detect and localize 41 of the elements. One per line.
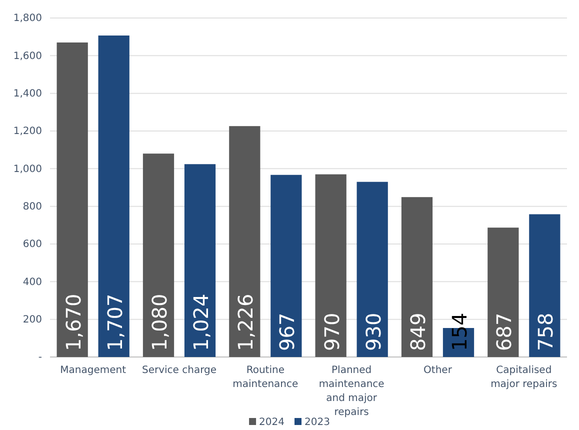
x-tick-label: Service charge [142,365,217,376]
x-tick-label: Capitalised major repairs [490,365,558,390]
y-tick-label: 1,400 [13,88,42,100]
legend-label: 2024 [259,417,284,428]
data-label: 849 [406,312,430,351]
data-label: 970 [320,312,344,351]
x-tick-label: Other [424,365,453,376]
bar [488,228,519,357]
bar [142,154,174,357]
y-tick-label: 1,200 [13,126,42,138]
y-tick-label: 1,800 [13,13,42,24]
y-tick-label: 1,600 [13,50,42,62]
y-tick-label: - [38,352,42,364]
data-label: 758 [534,312,558,351]
x-tick-label: Planned maintenance and major repairs [318,365,384,418]
bar [184,164,216,357]
data-label: 967 [275,312,300,351]
data-label: 154 [448,312,472,351]
bar [529,214,560,357]
y-tick-label: 200 [22,314,42,326]
y-tick-label: 600 [22,239,42,250]
bar [229,126,260,357]
data-label: 1,024 [189,294,213,351]
bar [315,174,346,357]
data-label: 1,707 [102,294,127,351]
y-tick-label: 1,000 [13,164,42,175]
bar [270,174,302,357]
data-label: 930 [361,312,386,351]
bar [356,182,388,357]
data-label: 1,080 [148,294,172,351]
legend-label: 2023 [304,417,330,428]
x-tick-label: Routine maintenance [232,365,298,390]
bar [56,42,88,357]
bar [98,36,130,357]
y-tick-label: 400 [22,276,42,288]
data-label: 687 [492,312,516,351]
data-label: 1,226 [234,294,258,351]
data-label: 1,670 [61,294,86,351]
y-tick-label: 800 [22,202,42,213]
x-tick-label: Management [60,365,126,376]
bar [401,197,433,357]
